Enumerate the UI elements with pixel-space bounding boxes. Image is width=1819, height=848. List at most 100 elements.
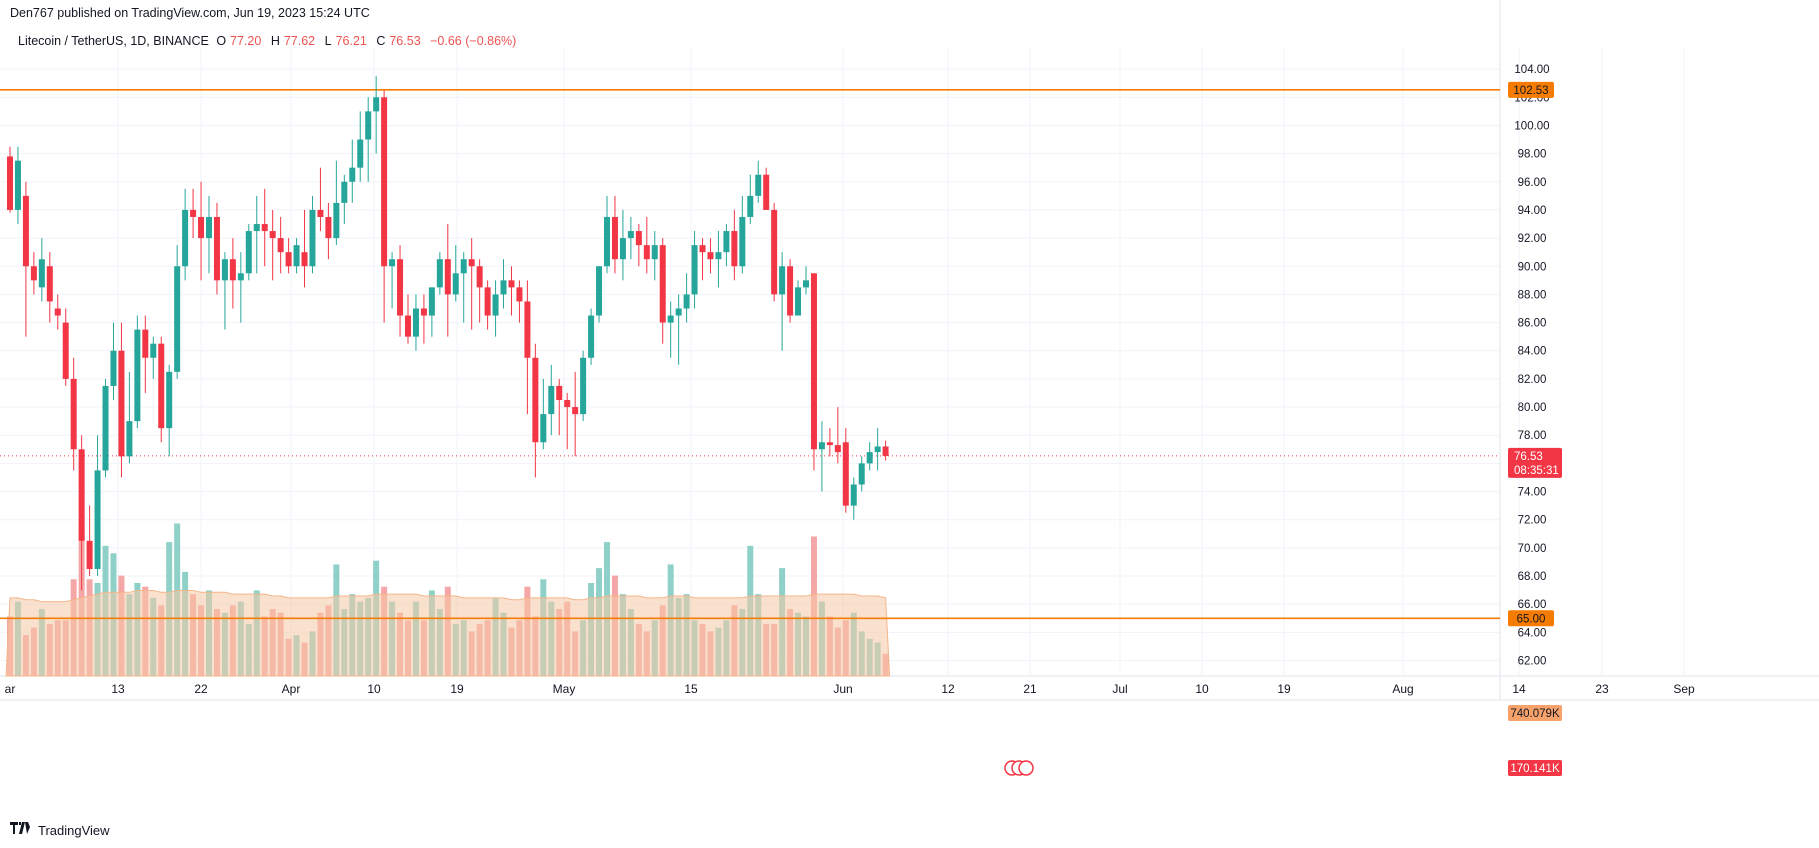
y-tick-label: 90.00 [1518,261,1547,273]
candle-body [675,308,682,316]
candle-body [818,442,825,450]
x-tick-label: Apr [282,682,301,696]
candle-body [810,273,817,450]
volume-ma-area [5,589,891,677]
y-tick-label: 78.00 [1518,430,1547,442]
candle-body [556,385,563,401]
x-tick-label: 10 [367,682,381,696]
x-tick-label: 22 [194,682,208,696]
candle-body [38,259,45,288]
candle-body [747,195,754,217]
x-tick-label: 23 [1595,682,1609,696]
symbol-name[interactable]: Litecoin / TetherUS, 1D, BINANCE [18,34,209,48]
candle-body [78,449,85,541]
candle-body [596,266,603,316]
close-label: C [376,34,386,48]
candle-body [548,385,555,415]
candle-body [667,315,674,323]
x-tick-label: Sep [1673,682,1695,696]
candle-body [245,231,252,274]
y-tick-label: 70.00 [1518,543,1547,555]
candle-body [572,407,579,415]
candle-body [357,139,364,168]
time-axis[interactable]: ar 13 22 Apr 10 19 May 15 Jun 12 21 Jul 10 19 Aug 14 23 S… [5,682,1695,776]
candle-body [373,97,380,112]
x-tick-label: Jul [1112,682,1127,696]
candle-body [102,385,109,471]
volume-label: 170.141K [1510,763,1560,775]
candle-body [428,287,435,316]
candle-body [333,202,340,239]
candle-body [54,308,61,316]
candle-body [412,308,419,337]
candle-body [619,238,626,260]
candle-body [349,167,356,182]
candle-body [540,414,547,443]
y-tick-label: 68.00 [1518,571,1547,583]
y-tick-label: 88.00 [1518,289,1547,301]
candle-body [532,357,539,443]
candle-body [611,216,618,260]
candle-body [269,231,276,239]
price-axis[interactable]: 62.0064.0066.0068.0070.0072.0074.0076.00… [1508,64,1562,776]
x-tick-label: 21 [1023,682,1037,696]
candle-body [492,294,499,316]
candle-body [683,294,690,309]
x-tick-label: May [553,682,576,696]
candle-body [237,273,244,281]
y-tick-label: 100.00 [1514,120,1549,132]
candle-body [182,209,189,267]
volume-ma-badge [1508,705,1562,721]
candles [7,76,889,591]
candle-body [779,266,786,295]
low-label: L [324,34,332,48]
candle-body [723,231,730,253]
last-price-badge [1508,447,1562,478]
candle-body [699,245,706,253]
candle-body [850,484,857,506]
candle-body [787,266,794,316]
candle-body [86,540,93,569]
countdown-label: 08:35:31 [1514,465,1559,477]
candle-body [150,343,157,358]
x-tick-label: 12 [941,682,955,696]
candle-body [834,445,841,453]
volume-badge [1508,760,1562,776]
candle-body [174,266,181,372]
candle-body [516,287,523,302]
level-price-label: 102.53 [1513,85,1548,97]
y-tick-label: 80.00 [1518,402,1547,414]
horizontal-levels[interactable] [0,89,1500,620]
candle-body [755,174,762,196]
candle-body [564,400,571,408]
candle-body [731,231,738,267]
x-tick-label: 10 [1195,682,1209,696]
y-tick-label: 84.00 [1518,346,1547,358]
candle-body [643,245,650,260]
candle-body [134,329,141,422]
candle-body [866,452,873,464]
candle-body [293,245,300,267]
candle-body [285,252,292,267]
candle-body [627,231,634,239]
symbol-legend: Litecoin / TetherUS, 1D, BINANCE O 77.20 … [18,34,522,48]
candle-body [94,470,101,569]
candle-body [277,238,284,253]
low-value: 76.21 [335,34,367,48]
candle-body [317,209,324,217]
level-price-badge [1508,610,1554,627]
candle-body [635,231,642,246]
candle-body [14,160,21,210]
candle-body [795,287,802,316]
open-value: 77.20 [230,34,262,48]
y-tick-label: 66.00 [1518,599,1547,611]
candle-body [158,343,165,429]
candle-body [301,252,308,267]
y-tick-label: 62.00 [1518,656,1547,668]
y-tick-label: 72.00 [1518,515,1547,527]
change-value: −0.66 (−0.86%) [430,34,517,48]
y-tick-label: 92.00 [1518,233,1547,245]
candle-body [659,245,666,323]
candle-body [763,174,770,210]
